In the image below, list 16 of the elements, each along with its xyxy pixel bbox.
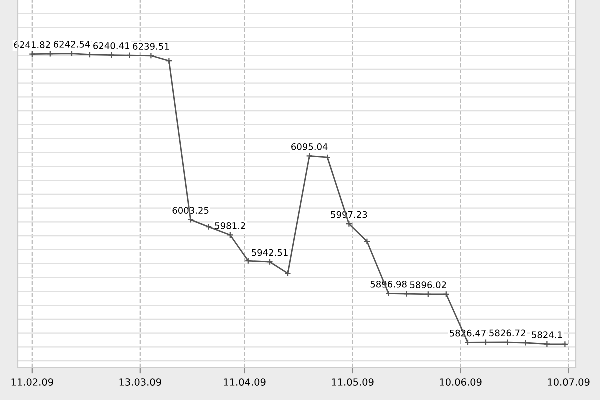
data-label: 6242.54 [54,41,90,48]
data-label: 6240.41 [94,42,130,50]
data-label: 5896.02 [410,282,446,288]
data-label: 6095.04 [292,143,328,150]
x-tick-label: 11.05.09 [332,378,374,386]
x-tick-label: 10.06.09 [440,378,482,386]
data-label: 5942.51 [252,249,288,256]
data-label: 6239.51 [133,43,170,50]
data-label: 5826.72 [490,330,526,337]
data-label: 5824.1 [532,332,562,338]
x-tick-label: 13.03.09 [120,378,162,386]
x-tick-label: 10.07.09 [548,378,590,386]
x-tick-label: 11.04.09 [224,378,266,386]
data-label: 5981.2 [215,222,246,230]
x-tick-label: 11.02.09 [12,378,54,386]
data-label: 6241.82 [14,42,50,48]
